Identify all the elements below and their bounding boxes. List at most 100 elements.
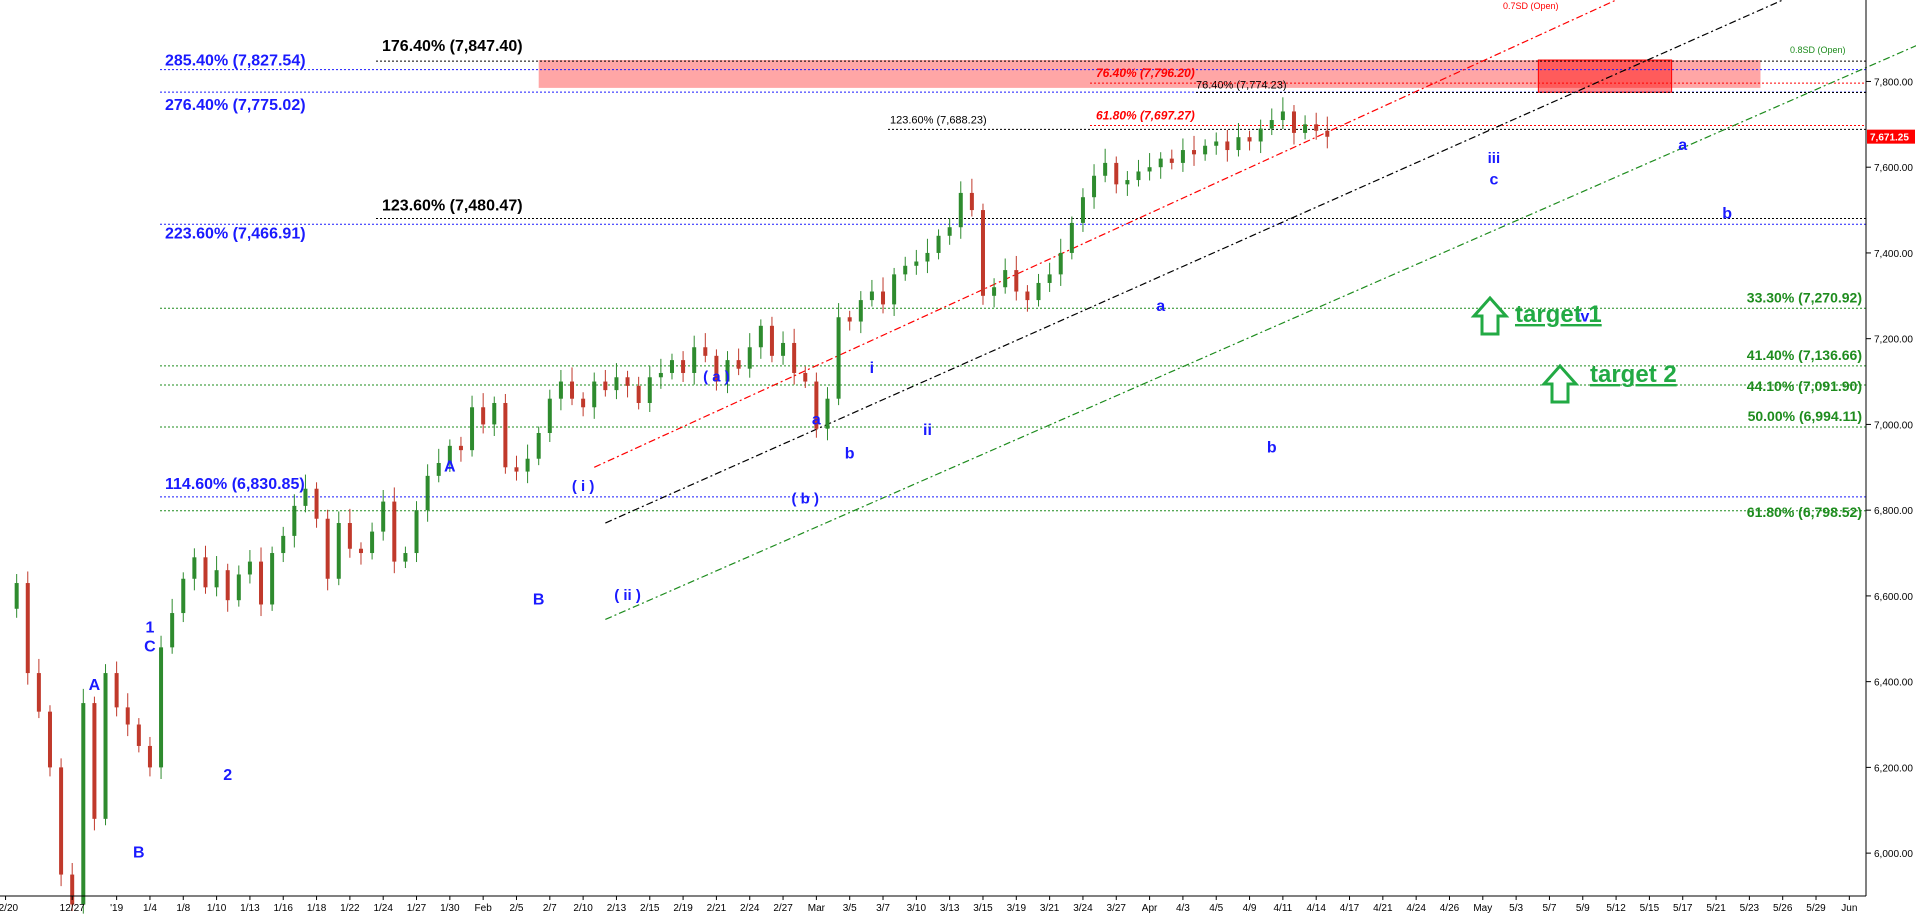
x-tick-label: 4/9: [1243, 903, 1257, 914]
candle-body: [1314, 124, 1319, 131]
x-tick-label: 4/17: [1340, 903, 1360, 914]
x-tick-label: 2/21: [707, 903, 727, 914]
candle-body: [703, 347, 708, 356]
x-tick-label: 1/8: [176, 903, 190, 914]
x-tick-label: 4/11: [1274, 903, 1293, 914]
candle-body: [1236, 137, 1241, 151]
candle-body: [281, 535, 286, 554]
red-fib-76-label: 76.40% (7,796.20): [1096, 66, 1195, 80]
wave-label: B: [533, 591, 545, 608]
candle-body: [425, 475, 430, 511]
candle-body: [1247, 137, 1252, 142]
x-tick-label: 2/19: [673, 903, 693, 914]
y-tick-label: 6,600.00: [1874, 592, 1913, 603]
candle-body: [1069, 222, 1074, 253]
x-tick-label: 2/7: [543, 903, 557, 914]
candle-body: [225, 570, 230, 601]
candle-body: [392, 501, 397, 562]
x-tick-label: 5/7: [1542, 903, 1556, 914]
candle-body: [147, 745, 152, 768]
candle-body: [869, 291, 874, 301]
candle-body: [681, 360, 686, 373]
candle-body: [1169, 158, 1174, 163]
wave-label: 1: [145, 619, 154, 636]
wave-label: A: [89, 677, 101, 694]
candle-body: [370, 531, 375, 554]
candle-body: [181, 578, 186, 614]
x-tick-label: 5/12: [1606, 903, 1626, 914]
target-arrow-icon: [1470, 295, 1510, 336]
candle-body: [236, 574, 241, 601]
green-retr-33-label: 33.30% (7,270.92): [1747, 289, 1862, 305]
candle-body: [1147, 167, 1152, 172]
candle-body: [336, 523, 341, 579]
candle-body: [192, 557, 197, 579]
y-tick-label: 7,600.00: [1874, 163, 1913, 174]
x-tick-label: 1/22: [340, 903, 360, 914]
x-tick-label: Apr: [1142, 903, 1158, 914]
x-tick-label: 5/21: [1706, 903, 1726, 914]
candle-body: [347, 523, 352, 549]
candle-body: [14, 583, 19, 609]
y-tick-label: 6,800.00: [1874, 506, 1913, 517]
wave-label: ii: [923, 422, 932, 439]
candle-body: [503, 402, 508, 468]
x-tick-label: 2/10: [573, 903, 593, 914]
target-arrow-icon: [1540, 363, 1580, 404]
x-tick-label: 4/21: [1373, 903, 1393, 914]
candle-body: [259, 561, 264, 605]
candle-body: [36, 673, 41, 712]
x-tick-label: 2/24: [740, 903, 760, 914]
candle-body: [558, 381, 563, 399]
candle-body: [570, 381, 575, 399]
candle-body: [1036, 282, 1041, 301]
wave-label: B: [133, 844, 145, 861]
candle-body: [636, 385, 641, 403]
x-tick-label: 1/10: [207, 903, 227, 914]
candle-body: [25, 583, 30, 674]
x-tick-label: 1/13: [240, 903, 260, 914]
last-price-label: 7,671.25: [1870, 133, 1909, 144]
candle-body: [747, 347, 752, 369]
candle-body: [314, 488, 319, 519]
x-tick-label: 5/17: [1673, 903, 1693, 914]
y-tick-label: 7,000.00: [1874, 420, 1913, 431]
x-tick-label: 1/4: [143, 903, 157, 914]
x-tick-label: '19: [110, 903, 123, 914]
candle-body: [492, 402, 497, 425]
candle-body: [592, 381, 597, 408]
green-channel-line: [605, 45, 1916, 621]
candle-body: [547, 398, 552, 433]
candle-body: [803, 372, 808, 382]
green-retr-41-label: 41.40% (7,136.66): [1747, 347, 1862, 363]
green-retr-61-label: 61.80% (6,798.52): [1747, 504, 1862, 520]
wave-label: 2: [223, 767, 232, 784]
blue-fib-285-label: 285.40% (7,827.54): [165, 53, 306, 70]
candle-body: [214, 570, 219, 588]
wave-label: a: [1678, 137, 1687, 154]
candle-body: [292, 505, 297, 536]
wave-label: iii: [1488, 150, 1501, 167]
green-retr-44-label: 44.10% (7,091.90): [1747, 378, 1862, 394]
x-tick-label: Feb: [475, 903, 493, 914]
x-tick-label: 3/24: [1073, 903, 1093, 914]
candle-body: [447, 445, 452, 464]
candle-body: [59, 767, 64, 875]
candle-body: [1080, 197, 1085, 223]
candle-body: [1092, 175, 1097, 198]
x-tick-label: 2/27: [773, 903, 793, 914]
candle-body: [358, 548, 363, 554]
black-fib-176-label: 176.40% (7,847.40): [382, 38, 523, 55]
candle-body: [81, 703, 86, 905]
candle-body: [136, 724, 141, 746]
candle-body: [47, 711, 52, 768]
candle-body: [125, 707, 130, 725]
candle-body: [903, 265, 908, 275]
x-tick-label: Mar: [808, 903, 826, 914]
candle-body: [159, 647, 164, 768]
candle-body: [836, 317, 841, 399]
candle-body: [325, 518, 330, 579]
candle-body: [758, 325, 763, 348]
candle-body: [992, 287, 997, 296]
target-label: target 2: [1590, 361, 1677, 388]
